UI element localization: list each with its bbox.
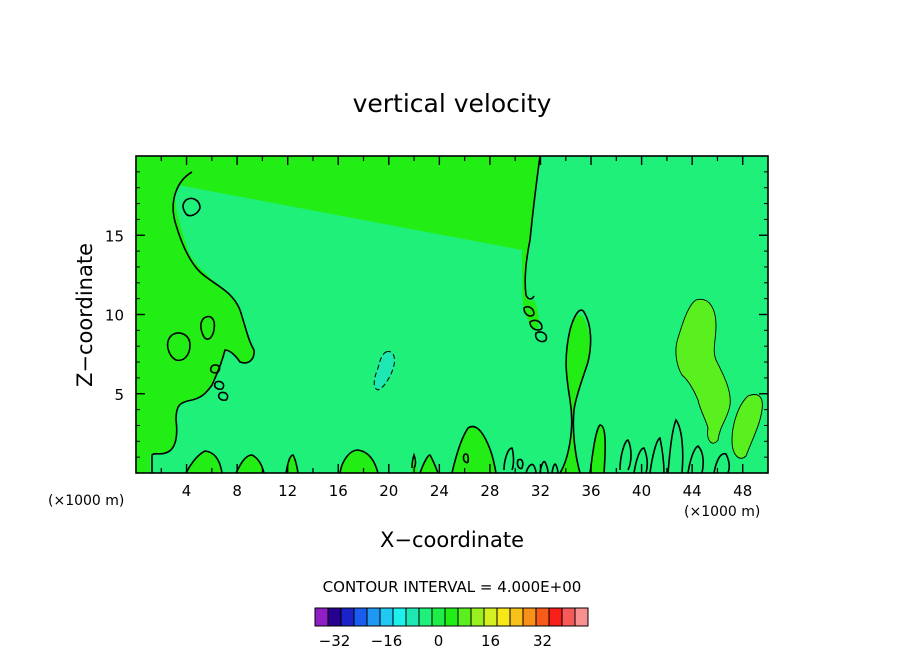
x-tick-label: 8 <box>232 482 242 500</box>
x-tick-label: 48 <box>733 482 752 500</box>
contour-line <box>619 439 632 471</box>
colorbar-tick-label: −32 <box>319 632 351 650</box>
colorbar-swatch <box>470 607 485 627</box>
contour-line <box>503 447 515 471</box>
colorbar-swatch <box>353 607 368 627</box>
contour-field <box>136 156 768 473</box>
contour-line <box>525 463 537 473</box>
colorbar-swatch <box>379 607 394 627</box>
contour-line <box>209 364 221 374</box>
x-tick-label: 36 <box>581 482 600 500</box>
colorbar-swatch <box>548 607 563 627</box>
y-tick-label: 15 <box>105 227 124 245</box>
contour-line <box>151 171 255 473</box>
x-tick-label: 16 <box>329 482 348 500</box>
colorbar-swatch <box>535 607 550 627</box>
field-positive-pocket <box>167 333 190 361</box>
colorbar-swatch <box>418 607 433 627</box>
contour-line <box>649 436 665 473</box>
x-unit-label-right: (×1000 m) <box>684 504 760 520</box>
x-tick-label: 44 <box>683 482 702 500</box>
field-negative-region <box>150 156 768 473</box>
colorbar-swatch <box>444 607 459 627</box>
y-tick-label: 10 <box>105 307 124 325</box>
field-strong-negative-blob <box>374 351 395 390</box>
x-axis-label: X−coordinate <box>380 528 524 552</box>
colorbar-swatch <box>405 607 420 627</box>
colorbar-tick-label: 0 <box>434 632 444 650</box>
contour-line <box>589 424 606 473</box>
colorbar-tick-label: 32 <box>533 632 552 650</box>
colorbar-tick-label: −16 <box>371 632 403 650</box>
y-tick-label: 5 <box>114 386 124 404</box>
contour-line <box>200 315 216 340</box>
x-tick-label: 32 <box>531 482 550 500</box>
contour-line <box>524 156 541 300</box>
contour-line-negative <box>373 351 395 391</box>
x-tick-label: 28 <box>480 482 499 500</box>
colorbar-swatch <box>431 607 446 627</box>
contour-line <box>516 458 524 470</box>
colorbar-swatch <box>561 607 576 627</box>
contour-line <box>213 380 225 390</box>
contour-line <box>217 391 229 401</box>
x-axis-ticks: 4 8 12 16 20 24 28 32 36 40 44 48 <box>160 156 752 500</box>
field-strong-positive-region <box>675 299 763 459</box>
y-axis-label: Z−coordinate <box>73 243 97 387</box>
contour-line <box>731 394 763 459</box>
chart-title: vertical velocity <box>353 89 552 118</box>
contour-lines <box>151 156 763 473</box>
contour-line <box>185 450 223 473</box>
contour-line <box>687 445 704 473</box>
contour-interval-text: CONTOUR INTERVAL = 4.000E+00 <box>323 578 582 596</box>
colorbar-swatch <box>496 607 511 627</box>
contour-line <box>462 453 470 464</box>
contour-line <box>667 418 684 473</box>
contour-line <box>713 452 731 473</box>
field-positive-pocket <box>200 316 215 340</box>
contour-line <box>451 425 497 473</box>
colorbar-swatch <box>457 607 472 627</box>
x-tick-label: 24 <box>430 482 449 500</box>
colorbar-tick-labels: −32 −16 0 16 32 <box>319 632 552 650</box>
contour-line <box>523 306 535 317</box>
x-tick-label: 20 <box>379 482 398 500</box>
x-tick-label: 40 <box>632 482 651 500</box>
contour-line <box>411 452 417 469</box>
colorbar-swatch <box>574 607 589 627</box>
x-tick-label: 12 <box>278 482 297 500</box>
contour-line <box>419 454 439 473</box>
x-unit-label-left: (×1000 m) <box>48 493 124 509</box>
contour-line <box>235 454 265 473</box>
colorbar-tick-label: 16 <box>481 632 500 650</box>
contour-line <box>559 309 592 473</box>
colorbar <box>314 607 589 627</box>
x-tick-label: 4 <box>182 482 192 500</box>
contour-line <box>551 463 559 473</box>
colorbar-swatch <box>314 607 329 627</box>
y-axis-ticks: 5 10 15 <box>105 171 768 458</box>
contour-line <box>675 298 731 444</box>
field-negative-island <box>183 198 200 216</box>
contour-line <box>166 332 191 362</box>
contour-line <box>633 447 649 473</box>
contour-line <box>182 197 201 217</box>
colorbar-swatch <box>522 607 537 627</box>
colorbar-swatch <box>366 607 381 627</box>
colorbar-swatch <box>483 607 498 627</box>
contour-line <box>339 449 379 473</box>
colorbar-swatch <box>509 607 524 627</box>
contour-line <box>534 331 548 343</box>
contour-line <box>529 319 543 331</box>
colorbar-swatch <box>340 607 355 627</box>
colorbar-swatch <box>327 607 342 627</box>
colorbar-swatch <box>392 607 407 627</box>
